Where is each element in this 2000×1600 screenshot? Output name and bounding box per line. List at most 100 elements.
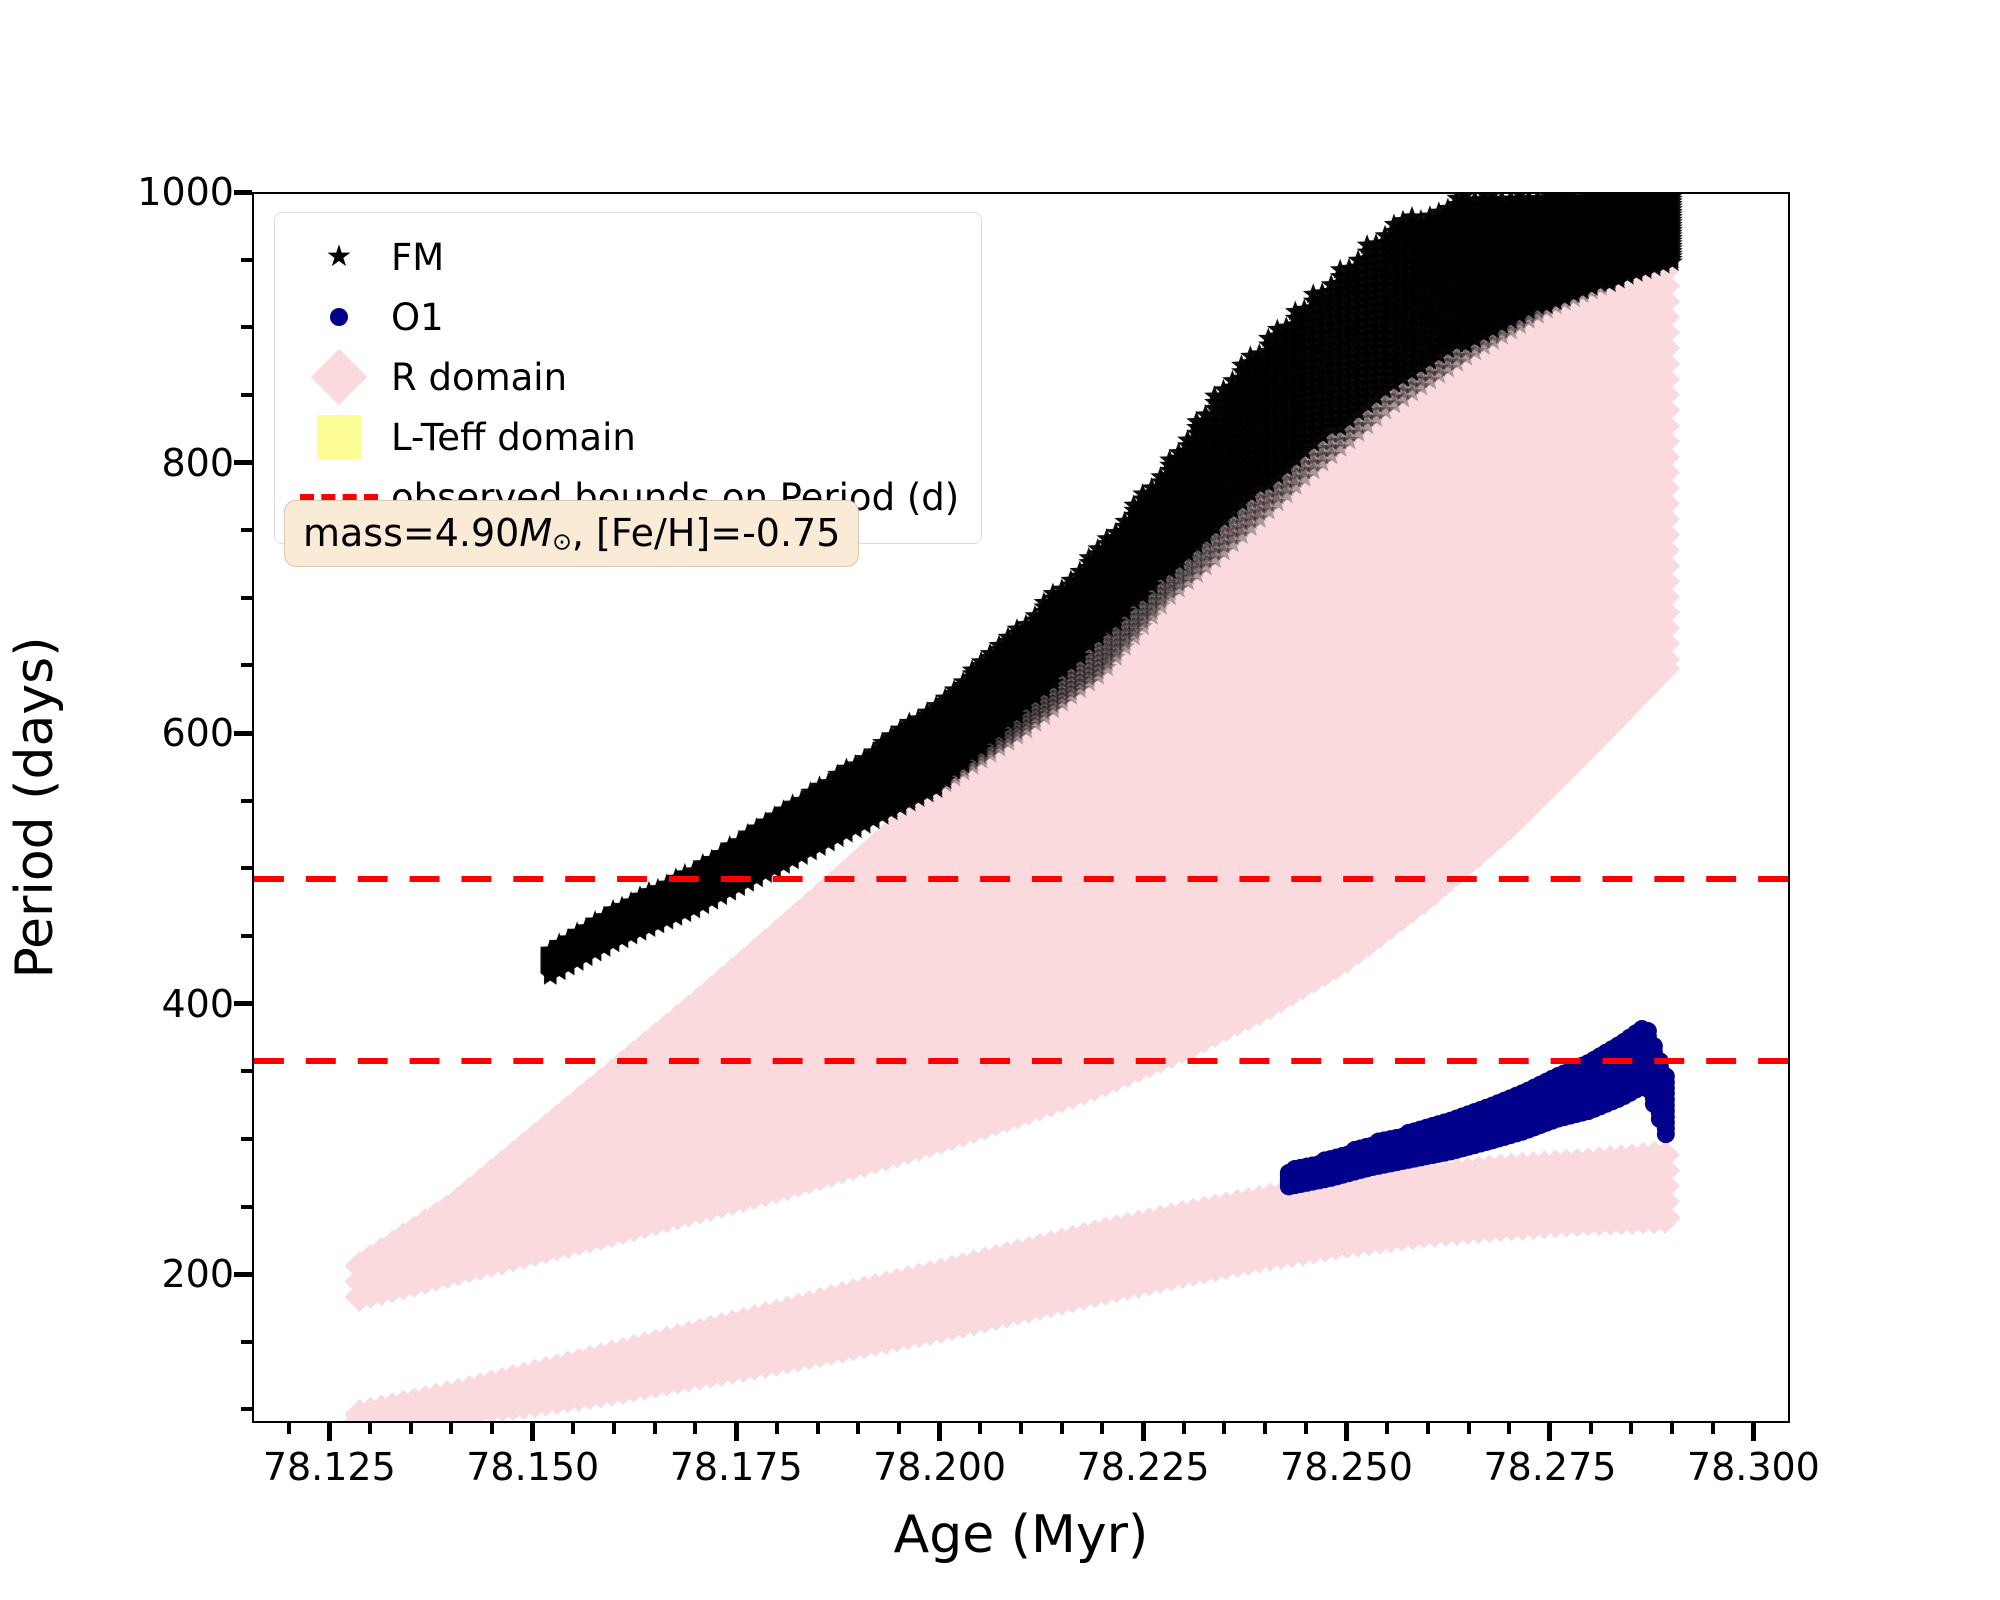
r-domain-marker [1046,690,1077,721]
r-domain-marker [1167,994,1198,1025]
r-domain-marker [1167,839,1198,870]
r-domain-marker [1222,729,1253,760]
plot-canvas [254,194,1788,1421]
y-tick-minor [241,325,252,330]
y-tick-minor [241,1069,252,1074]
r-domain-marker [1167,699,1198,730]
r-domain-marker [1167,870,1198,901]
r-domain-marker [388,1238,419,1268]
r-domain-marker [1101,840,1132,871]
y-tick-major [234,1001,252,1007]
y-tick-major [234,189,252,195]
y-tick-minor [241,798,252,803]
r-domain-marker [1222,838,1253,869]
r-domain-marker [388,1253,419,1284]
r-domain-marker [1222,776,1253,807]
r-domain-marker [1233,798,1264,828]
r-domain-marker [1353,423,1384,454]
r-domain-marker [1046,939,1077,970]
r-domain-marker [1046,752,1077,783]
r-domain-marker [1101,638,1132,669]
r-domain-marker [377,1229,408,1260]
r-domain-marker [498,1218,529,1248]
r-domain-marker [1101,716,1132,747]
r-domain-marker [1167,963,1198,994]
r-domain-marker [1101,887,1132,918]
r-domain-marker [1167,823,1198,854]
y-tick-label: 800 [161,440,234,485]
r-domain-marker [1222,854,1253,885]
r-domain-marker [1222,791,1253,822]
r-domain-marker [1167,886,1198,917]
r-domain-marker [1046,830,1077,861]
y-tick-major [234,730,252,736]
r-domain-marker [1101,933,1132,964]
r-domain-marker [1222,885,1253,916]
r-domain-marker [1233,860,1264,891]
r-domain-marker [1101,731,1132,762]
r-domain-marker [1046,815,1077,846]
r-domain-marker [1222,760,1253,791]
r-domain-marker [1222,978,1253,1009]
r-domain-marker [1101,762,1132,793]
r-domain-marker [1101,1027,1132,1058]
r-domain-marker [1101,747,1132,778]
r-domain-marker [432,1225,463,1255]
r-domain-marker [1167,730,1198,761]
r-domain-marker [1101,980,1132,1011]
y-tick-major [234,1271,252,1277]
r-domain-marker [1222,558,1253,589]
y-tick-minor [241,392,252,397]
r-domain-marker [1167,668,1198,699]
r-domain-marker [1167,932,1198,963]
r-domain-marker [1101,685,1132,716]
r-domain-marker [1167,559,1198,590]
r-domain-marker [651,1043,682,1074]
r-domain-marker [1167,715,1198,745]
r-domain-marker [1046,955,1077,985]
r-domain-marker [1046,675,1077,706]
y-tick-minor [241,1136,252,1141]
y-tick-minor [241,866,252,871]
r-domain-marker [1222,823,1253,853]
r-domain-marker [1167,948,1198,979]
r-domain-marker [1222,683,1253,714]
r-domain-marker [1222,900,1253,931]
r-domain-marker [1167,637,1198,668]
r-domain-marker [1046,877,1077,908]
r-domain-marker [618,1179,649,1210]
r-domain-marker [1101,949,1132,980]
r-domain-marker [1046,706,1077,737]
r-domain-marker [355,1259,386,1290]
r-domain-marker [1046,721,1077,752]
r-domain-marker [1046,784,1077,814]
r-domain-marker [1167,917,1198,948]
r-domain-marker [1101,809,1132,840]
y-tick-minor [241,595,252,600]
r-domain-marker [1101,996,1132,1027]
y-tick-minor [241,1204,252,1209]
r-domain-marker [1167,590,1198,621]
r-domain-marker [1167,901,1198,932]
r-domain-marker [1222,714,1253,745]
y-tick-label: 200 [161,1252,234,1297]
y-tick-minor [241,257,252,262]
r-domain-marker [1101,965,1132,995]
r-domain-marker [618,1148,649,1179]
r-domain-marker [1046,799,1077,830]
r-domain-marker [1046,737,1077,768]
r-domain-marker [1167,777,1198,808]
r-domain-marker [1233,829,1264,860]
r-domain-marker [1167,621,1198,652]
r-domain-marker [1101,918,1132,949]
y-tick-minor [241,1339,252,1344]
r-domain-marker [1222,745,1253,776]
r-domain-marker [1101,825,1132,856]
r-domain-marker [1222,963,1253,993]
r-domain-marker [1222,574,1253,605]
r-domain-marker [1167,575,1198,606]
r-domain-marker [1167,683,1198,714]
r-domain-marker [355,1243,386,1274]
r-domain-marker [1233,766,1264,797]
